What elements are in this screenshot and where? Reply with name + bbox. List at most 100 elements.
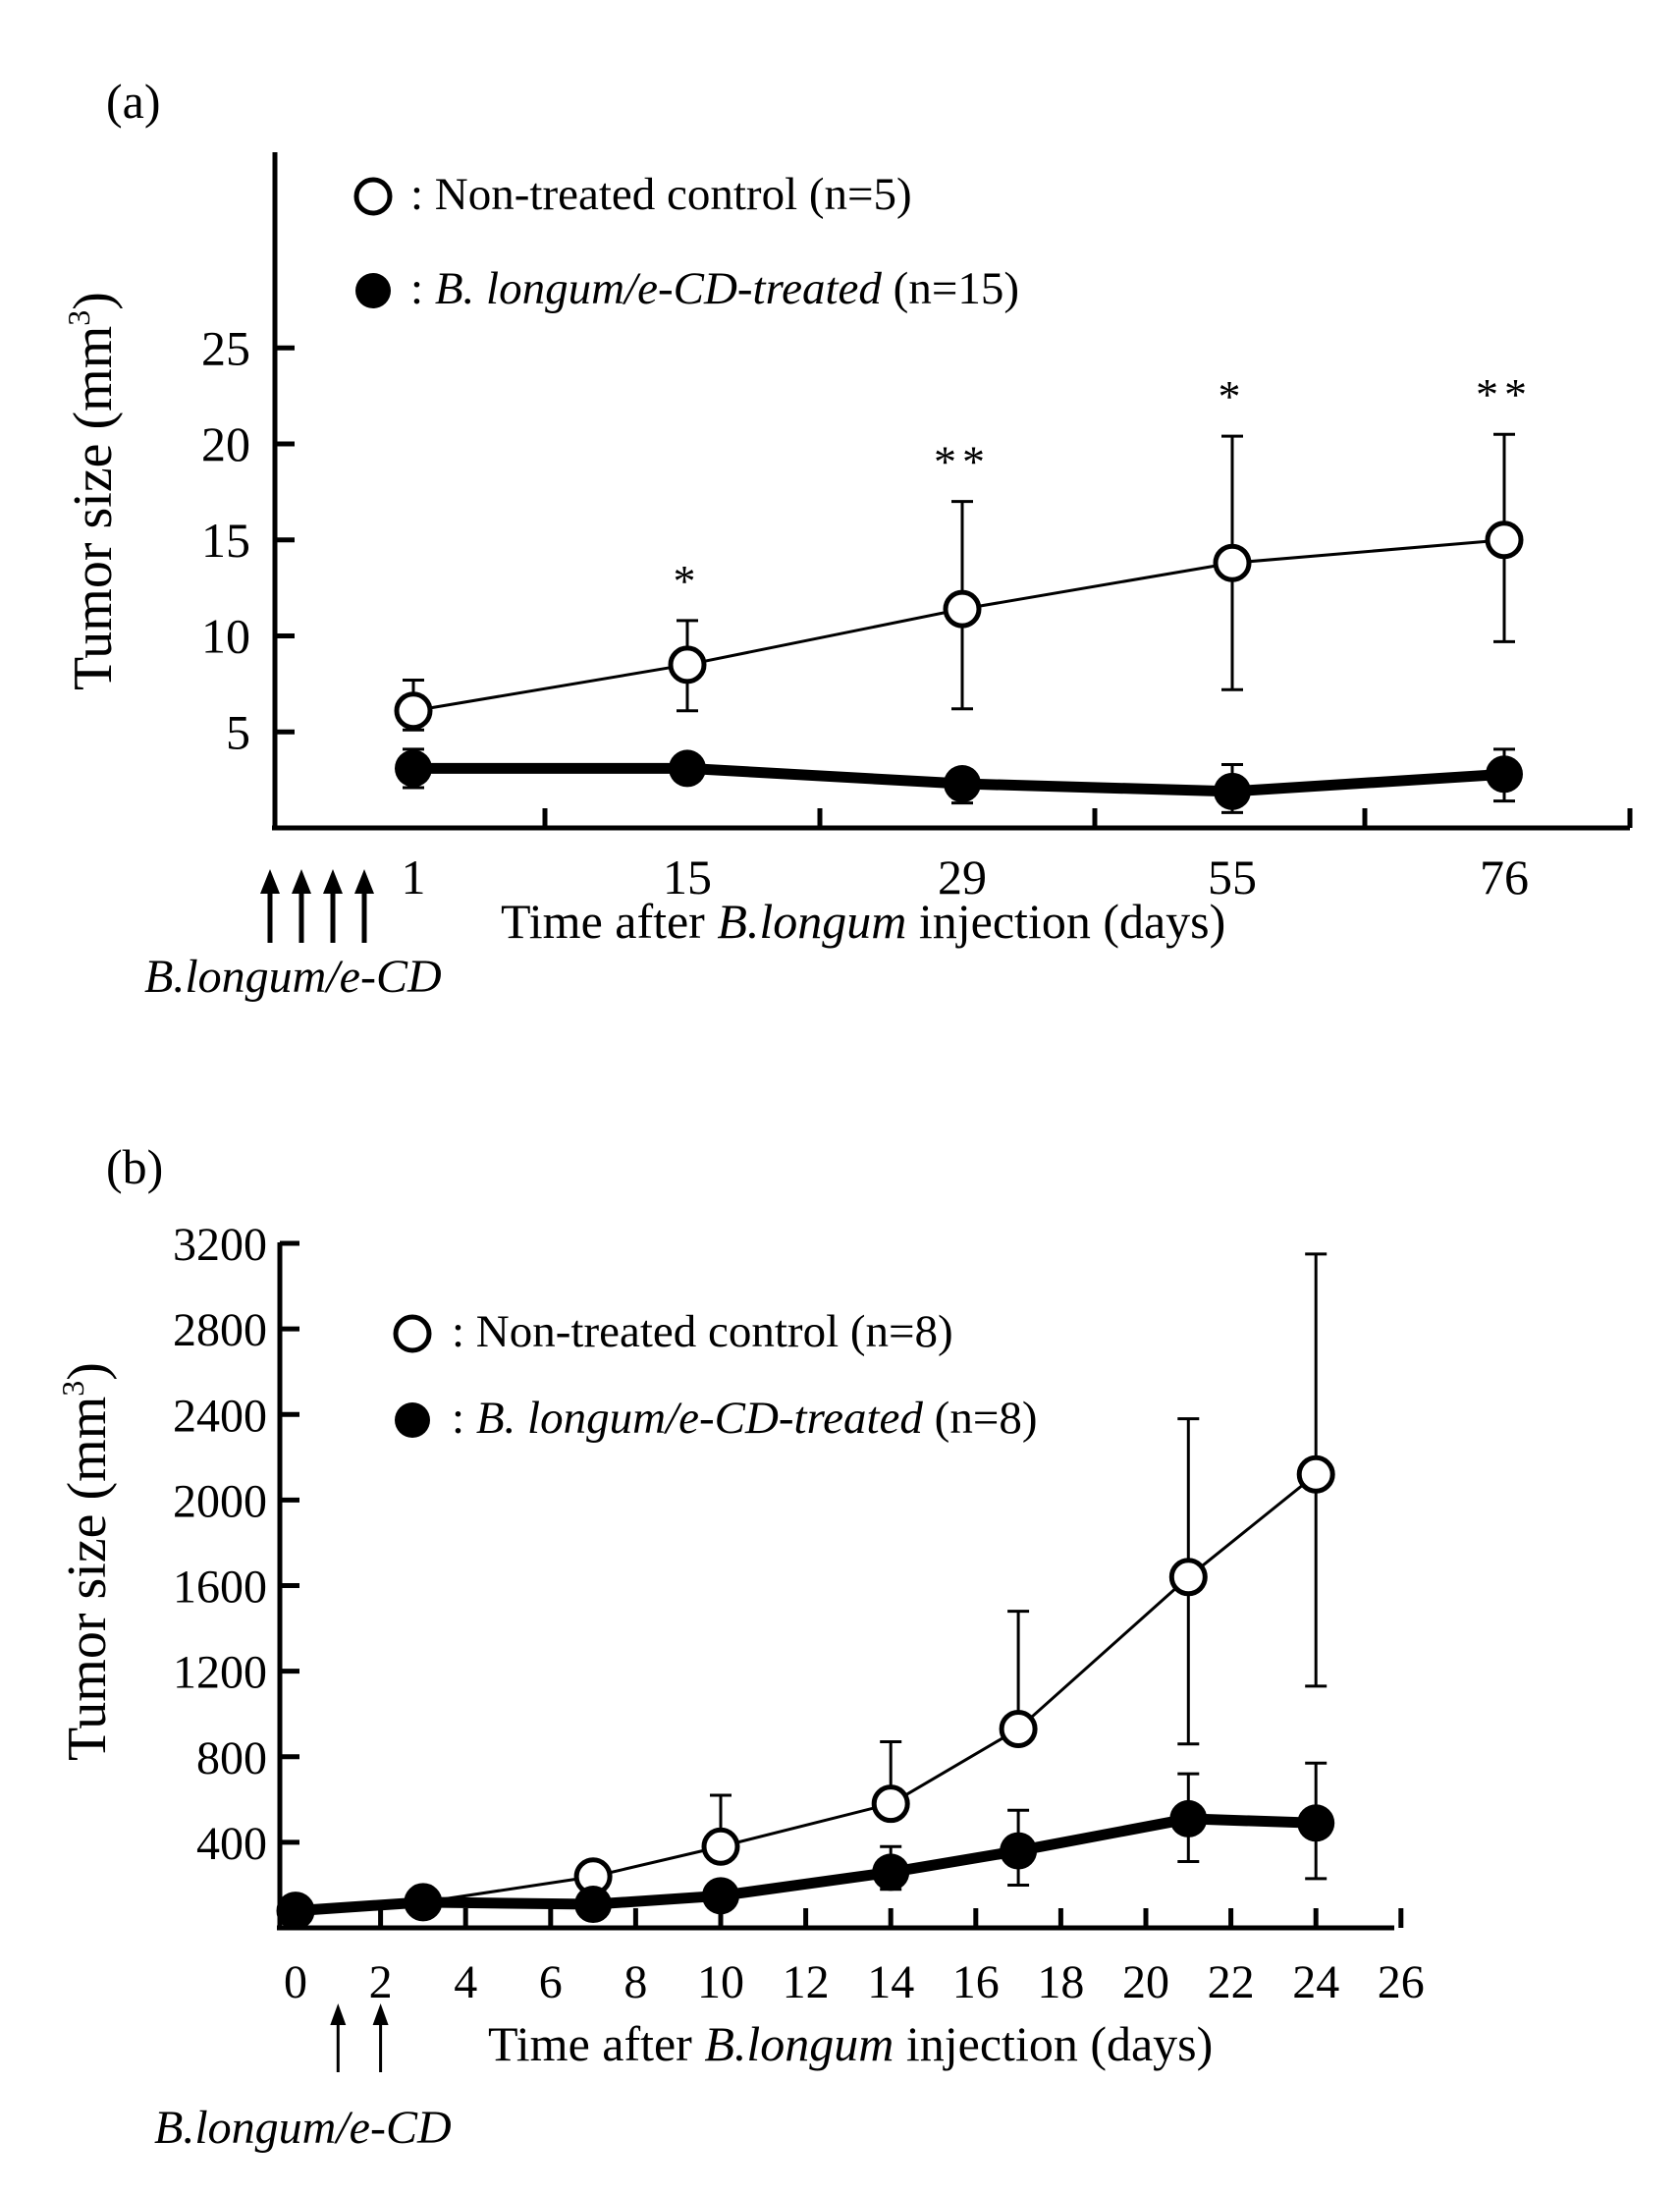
- data-point-b-treated-7: [1297, 1804, 1335, 1842]
- y-axis-label-b: Tumor size (mm3): [55, 1362, 118, 1761]
- data-point-b-treated-6: [1169, 1799, 1208, 1837]
- x-axis-label-a: Time after B.longum injection (days): [501, 894, 1225, 949]
- y-axis-label-close-a: ): [63, 292, 124, 310]
- legend-entry-treated-a-prefix: :: [410, 263, 435, 314]
- data-point-b-control-4: [871, 1784, 910, 1824]
- x-axis-label-a-part3: injection (days): [906, 894, 1225, 949]
- data-point-b-treated-1: [404, 1883, 442, 1921]
- x-tick-label-b-12: 12: [783, 1956, 830, 2008]
- legend-entry-treated-b-prefix: :: [452, 1393, 476, 1444]
- significance-marker-a-0: *: [674, 556, 702, 606]
- x-ticks-b: 0 2 4 6 8 10 12 14 16 18 20 22 24 26: [284, 1908, 1425, 2008]
- y-tick-label-a-10: 10: [201, 609, 250, 664]
- legend-filled-circle-marker-b: [395, 1402, 430, 1438]
- legend-entry-control-a: : Non-treated control (n=5): [410, 169, 912, 220]
- x-axis-label-b: Time after B.longum injection (days): [488, 2016, 1213, 2071]
- x-tick-label-b-18: 18: [1037, 1956, 1084, 2008]
- y-axis-label-main-a: Tumor size (mm: [63, 326, 124, 690]
- data-point-a-control-3: [1213, 543, 1252, 582]
- legend-entry-treated-a: : B. longum/e-CD-treated (n=15): [410, 263, 1019, 314]
- x-tick-label-b-16: 16: [952, 1956, 1000, 2008]
- data-point-a-treated-0: [395, 749, 432, 788]
- y-tick-label-b-2800: 2800: [173, 1304, 267, 1356]
- chart-panel-a: (a) Tumor size (mm3) 5 10 15 20 25 1 15 29 55 76…: [61, 74, 1633, 1003]
- x-tick-label-a-1: 1: [402, 850, 426, 905]
- y-tick-label-b-3200: 3200: [173, 1219, 267, 1271]
- injection-arrowhead-a-2: [323, 869, 343, 894]
- y-tick-label-b-1600: 1600: [173, 1562, 267, 1614]
- x-tick-label-b-4: 4: [454, 1956, 477, 2008]
- y-axis-label-a: Tumor size (mm3): [61, 292, 124, 690]
- significance-marker-a-2: *: [1219, 371, 1247, 421]
- legend-entry-treated-a-n: (n=15): [882, 263, 1019, 314]
- legend-a: : Non-treated control (n=5) : B. longum/…: [353, 169, 1019, 314]
- legend-entry-treated-b-n: (n=8): [923, 1393, 1038, 1444]
- y-tick-label-a-25: 25: [201, 320, 250, 375]
- injection-label-b: B.longum/e-CD: [154, 2102, 452, 2154]
- legend-entry-control-a-n: (n=5): [797, 169, 912, 220]
- injection-label-a: B.longum/e-CD: [144, 951, 442, 1003]
- y-tick-label-b-800: 800: [196, 1732, 267, 1784]
- legend-entry-control-b-text: : Non-treated control: [452, 1306, 839, 1357]
- legend-entry-control-b: : Non-treated control (n=8): [452, 1306, 953, 1357]
- significance-marker-a-3: **: [1476, 369, 1533, 419]
- data-point-a-treated-1: [669, 749, 706, 788]
- data-point-b-treated-5: [1000, 1832, 1038, 1870]
- y-tick-label-b-400: 400: [196, 1818, 267, 1870]
- injection-arrows-b: [330, 2003, 389, 2072]
- x-axis-label-b-part2: B.longum: [704, 2016, 894, 2071]
- series-line-b-0: [295, 1473, 1318, 1913]
- x-tick-label-a-76: 76: [1480, 850, 1529, 905]
- x-tick-label-b-24: 24: [1292, 1956, 1339, 2008]
- data-point-b-control-3: [701, 1827, 740, 1866]
- x-tick-label-b-20: 20: [1122, 1956, 1169, 2008]
- y-tick-label-a-5: 5: [226, 704, 250, 759]
- injection-arrowhead-a-3: [354, 869, 374, 894]
- data-point-b-treated-0: [277, 1892, 314, 1930]
- x-axis-label-a-part2: B.longum: [717, 894, 906, 949]
- data-point-a-control-2: [943, 589, 982, 629]
- legend-entry-treated-b-italic: B. longum/e-CD-treated: [476, 1393, 924, 1444]
- x-tick-label-a-29: 29: [938, 850, 987, 905]
- injection-arrows-a: [260, 869, 374, 943]
- injection-arrowhead-a-0: [260, 869, 280, 894]
- data-point-a-treated-2: [944, 765, 981, 803]
- x-axis-label-b-part1: Time after: [488, 2016, 704, 2071]
- y-tick-label-a-15: 15: [201, 513, 250, 568]
- x-axis-label-a-part1: Time after: [501, 894, 717, 949]
- injection-arrowhead-b-0: [330, 2003, 347, 2025]
- y-axis-label-sup-a: 3: [61, 310, 96, 326]
- x-tick-label-b-0: 0: [284, 1956, 307, 2008]
- legend-entry-treated-b: : B. longum/e-CD-treated (n=8): [452, 1393, 1037, 1444]
- x-tick-label-b-10: 10: [697, 1956, 744, 2008]
- data-point-a-treated-4: [1486, 755, 1523, 794]
- data-point-a-control-0: [394, 691, 433, 731]
- data-point-a-treated-3: [1214, 772, 1251, 810]
- y-tick-label-b-2400: 2400: [173, 1390, 267, 1442]
- x-tick-label-a-15: 15: [663, 850, 712, 905]
- significance-markers-a: **** **: [674, 369, 1533, 606]
- legend-b: : Non-treated control (n=8) : B. longum/…: [393, 1306, 1037, 1444]
- data-point-b-control-5: [999, 1709, 1038, 1748]
- data-point-b-control-6: [1168, 1558, 1208, 1597]
- injection-arrowhead-a-1: [292, 869, 311, 894]
- data-point-b-treated-2: [574, 1886, 613, 1924]
- x-ticks-a: 1 15 29 55 76: [402, 808, 1633, 905]
- injection-arrowhead-b-1: [372, 2003, 389, 2025]
- y-axis-label-main-b: Tumor size (mm: [57, 1397, 118, 1761]
- x-tick-label-b-2: 2: [369, 1956, 393, 2008]
- y-ticks-a: 5 10 15 20 25: [201, 320, 295, 759]
- y-tick-label-b-1200: 1200: [173, 1647, 267, 1699]
- y-axis-label-close-b: ): [57, 1362, 118, 1381]
- data-point-b-control-7: [1296, 1454, 1335, 1494]
- x-tick-label-b-6: 6: [539, 1956, 563, 2008]
- legend-open-circle-marker-b: [393, 1314, 432, 1353]
- x-tick-label-b-8: 8: [623, 1956, 647, 2008]
- legend-entry-control-b-n: (n=8): [839, 1306, 953, 1357]
- x-tick-label-b-26: 26: [1378, 1956, 1425, 2008]
- legend-entry-treated-a-italic: B. longum/e-CD-treated: [435, 263, 883, 314]
- x-tick-label-a-55: 55: [1208, 850, 1257, 905]
- y-axis-label-sup-b: 3: [55, 1381, 90, 1397]
- data-point-a-control-4: [1485, 521, 1524, 560]
- x-tick-label-b-14: 14: [867, 1956, 914, 2008]
